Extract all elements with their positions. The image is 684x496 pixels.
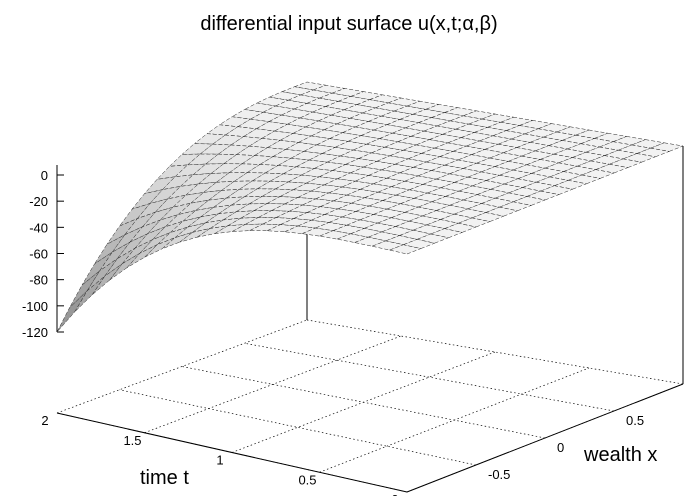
surface-patch <box>268 91 302 101</box>
t-tick-label: 0.5 <box>298 472 316 487</box>
x-tick-label: -1 <box>419 494 431 496</box>
z-tick-label: -100 <box>22 299 48 314</box>
surface-patch <box>193 133 226 145</box>
surface-patch <box>56 290 88 333</box>
surface-patch <box>165 210 196 228</box>
floor-grid <box>56 319 684 493</box>
floor-grid-line-t <box>56 319 308 414</box>
surface-patch <box>144 237 176 258</box>
floor-grid-line-t <box>319 367 590 473</box>
x-tick-label: 0.5 <box>626 413 644 428</box>
t-tick-label: 2 <box>41 413 48 428</box>
surface-patch <box>94 234 125 265</box>
z-tick-label: -80 <box>29 273 48 288</box>
surface-patch <box>168 153 201 167</box>
surface-patch <box>106 217 139 245</box>
surface-patch <box>177 199 210 215</box>
floor-grid-line-t <box>144 335 402 434</box>
tick-labels: 0 -20 -40 -60 -80 -100 -120 0 0.5 1 1.5 2 -1 -0.5 0 0.5… <box>22 168 644 496</box>
z-tick-label: -20 <box>29 194 48 209</box>
surface-patch <box>174 222 206 238</box>
axes-frame <box>56 82 684 493</box>
t-tick-label: 1.5 <box>123 433 141 448</box>
x-tick-label: 0 <box>557 440 564 455</box>
floor-grid-line-t <box>231 351 496 453</box>
chart-title: differential input surface u(x,t;α,β) <box>200 13 497 35</box>
surface-patch <box>243 102 277 113</box>
surface-patch <box>231 109 264 120</box>
z-tick-label: -40 <box>29 220 48 235</box>
surface-patch <box>118 203 151 227</box>
x-axis-label: wealth x <box>583 444 657 466</box>
surface-patch <box>192 163 225 176</box>
surface-patch <box>172 192 205 208</box>
t-tick-label: 1 <box>216 453 223 468</box>
surface-patch <box>157 226 188 245</box>
floor-grid-line-x <box>119 389 477 466</box>
x-tick-label: -0.5 <box>488 467 510 482</box>
z-tick-label: -60 <box>29 247 48 262</box>
surface-patch <box>156 164 189 180</box>
z-tick-label: 0 <box>41 168 48 183</box>
floor-grid-line-x <box>306 319 684 385</box>
floor-grid-line-x <box>244 342 615 412</box>
surface-mesh <box>56 81 684 333</box>
surface-patch <box>69 270 100 308</box>
floor-edge-x <box>406 383 684 493</box>
floor-edge-t <box>56 412 408 493</box>
surface-patch <box>167 183 200 200</box>
z-tick-label: -120 <box>22 325 48 340</box>
t-tick-label: 0 <box>391 492 398 496</box>
t-axis-label: time t <box>140 467 189 489</box>
surface-patch <box>161 174 194 190</box>
surface-patch <box>256 96 289 107</box>
surface-patch <box>161 232 193 250</box>
surface-patch <box>160 202 192 221</box>
surface-patch <box>99 241 131 272</box>
